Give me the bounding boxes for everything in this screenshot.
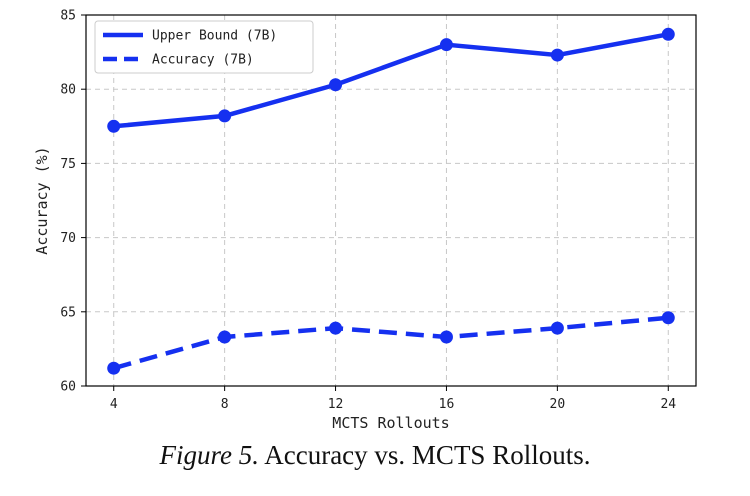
data-point (329, 78, 343, 92)
x-tick-label: 20 (550, 397, 566, 412)
legend: Upper Bound (7B) Accuracy (7B) (94, 20, 314, 74)
figure-number: Figure 5. (159, 440, 259, 470)
series-line-1 (113, 315, 669, 371)
legend-label-accuracy: Accuracy (7B) (152, 53, 254, 68)
data-point (550, 321, 564, 335)
data-point (661, 27, 675, 41)
y-tick-label: 80 (60, 83, 76, 98)
y-tick-label: 60 (60, 380, 76, 395)
y-tick-label: 65 (60, 305, 76, 320)
x-tick-label: 4 (110, 397, 118, 412)
legend-box (94, 20, 314, 74)
data-point (439, 330, 453, 344)
data-point (218, 330, 232, 344)
data-point (218, 109, 232, 123)
plot-frame (85, 14, 697, 387)
x-tick-label: 12 (328, 397, 344, 412)
figure-caption: Figure 5. Accuracy vs. MCTS Rollouts. (0, 440, 750, 471)
x-tick-label: 8 (221, 397, 229, 412)
data-point (107, 361, 121, 375)
series-layer (107, 27, 675, 375)
x-axis-label: MCTS Rollouts (332, 414, 449, 432)
caption-text: Accuracy vs. MCTS Rollouts. (258, 440, 591, 470)
x-tick-label: 24 (660, 397, 676, 412)
series-line-0 (113, 32, 669, 129)
y-tick-label: 85 (60, 9, 76, 24)
chart: 4 8 12 16 20 24 60 65 70 75 80 85 MCTS Rollouts Acc… (33, 9, 697, 432)
data-point (661, 311, 675, 325)
data-point (439, 38, 453, 52)
data-point (550, 48, 564, 62)
y-tick-label: 75 (60, 157, 76, 172)
data-point (329, 321, 343, 335)
y-axis-label: Accuracy (%) (33, 146, 51, 254)
data-point (107, 119, 121, 133)
axis-ticks: 4 8 12 16 20 24 60 65 70 75 80 85 (60, 9, 676, 413)
y-tick-label: 70 (60, 231, 76, 246)
x-tick-label: 16 (439, 397, 455, 412)
legend-label-upper-bound: Upper Bound (7B) (152, 29, 277, 44)
